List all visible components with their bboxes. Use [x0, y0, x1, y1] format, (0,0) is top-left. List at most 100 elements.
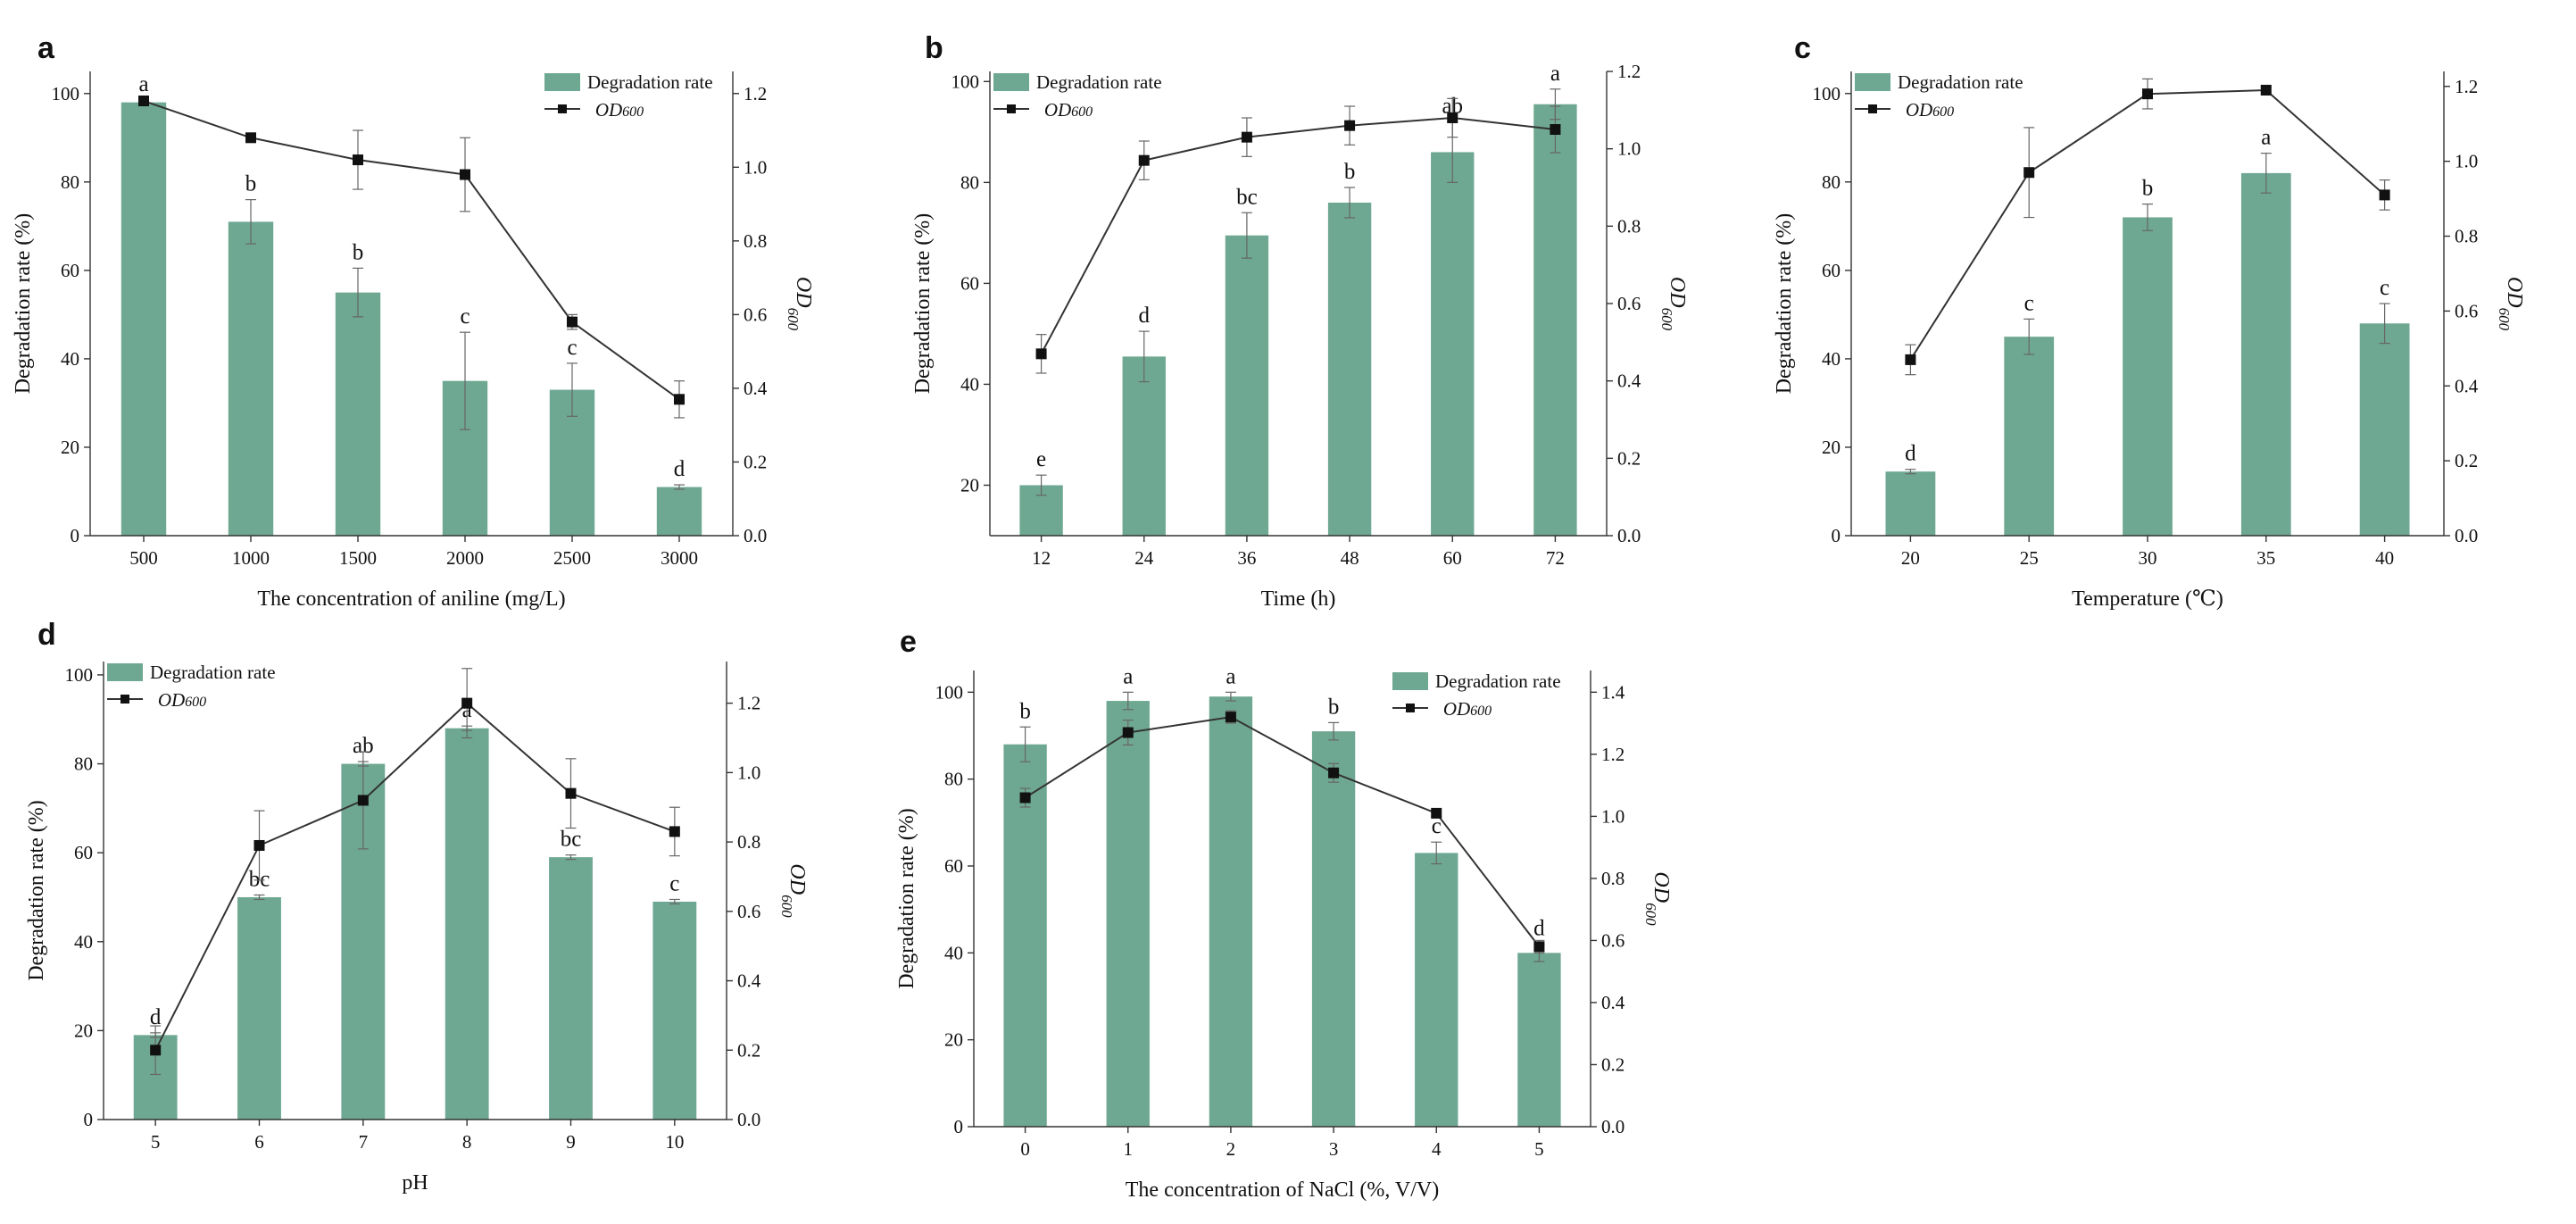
y2-tick-label: 1.2 — [744, 83, 767, 104]
panel-e: eba abcd0204060801000.00.20.40.60.81.01.2… — [895, 625, 1673, 1202]
y2-tick-label: 1.0 — [2455, 151, 2478, 172]
significance-label: b — [1019, 699, 1031, 723]
x-tick-label: 12 — [1032, 547, 1051, 569]
od600-marker — [353, 154, 363, 166]
legend-line-marker — [120, 695, 129, 704]
y-tick-label: 60 — [74, 842, 93, 863]
legend: Degradation rate OD600 — [107, 662, 276, 711]
significance-label: d — [674, 457, 686, 481]
y-tick-label: 60 — [1822, 260, 1841, 281]
panel-letter: b — [925, 31, 943, 65]
significance-label: a — [138, 72, 148, 96]
y-axis-title: Degradation rate (%) — [911, 213, 935, 395]
significance-label: b — [245, 172, 257, 196]
panel-b: bedbcbaba204060801000.00.20.40.60.81.01.… — [911, 31, 1689, 611]
x-tick-label: 25 — [2020, 547, 2039, 569]
panel-letter: a — [37, 31, 55, 65]
bar — [445, 728, 489, 1120]
y-tick-label: 100 — [52, 83, 80, 104]
x-tick-label: 10 — [665, 1131, 684, 1153]
y-tick-label: 20 — [960, 474, 979, 495]
significance-label: b — [1344, 160, 1356, 184]
x-tick-label: 40 — [2375, 547, 2394, 569]
y2-tick-label: 0.2 — [2455, 450, 2478, 471]
significance-label: d — [150, 1005, 162, 1029]
x-tick-label: 8 — [462, 1131, 472, 1153]
bar — [2359, 323, 2410, 536]
y-axis-title: Degradation rate (%) — [12, 213, 35, 395]
y-tick-label: 100 — [65, 664, 94, 686]
od600-marker — [1344, 120, 1356, 131]
y-tick-label: 60 — [61, 260, 79, 281]
significance-label: bc — [1236, 185, 1258, 209]
od600-marker — [2260, 84, 2272, 96]
legend-line-label: OD600 — [158, 689, 206, 711]
x-tick-label: 20 — [1901, 547, 1920, 569]
y2-axis-title: OD600 — [1643, 871, 1674, 926]
legend-bar-swatch — [1855, 73, 1890, 91]
bar — [1327, 202, 1372, 536]
significance-label: c — [1432, 814, 1442, 838]
y-axis-title: Degradation rate (%) — [895, 808, 918, 989]
significance-label: d — [1533, 917, 1545, 941]
y2-tick-label: 0.6 — [737, 901, 760, 922]
y2-tick-label: 0.2 — [1601, 1053, 1625, 1075]
od600-marker — [1035, 348, 1047, 360]
od600-marker — [2023, 167, 2035, 179]
y2-tick-label: 0.6 — [1617, 293, 1641, 314]
bar — [2004, 337, 2055, 536]
y-tick-label: 60 — [960, 272, 979, 294]
x-tick-label: 0 — [1020, 1138, 1030, 1160]
y-tick-label: 80 — [61, 171, 79, 193]
significance-label: c — [460, 304, 469, 329]
y2-tick-label: 0.8 — [1601, 868, 1625, 889]
significance-label: e — [1036, 447, 1046, 471]
significance-label: b — [1328, 695, 1340, 719]
od600-marker — [674, 394, 685, 405]
x-tick-label: 5 — [1534, 1138, 1544, 1160]
od600-line — [154, 702, 676, 1051]
bar — [2123, 217, 2173, 536]
y2-tick-label: 0.0 — [744, 525, 767, 546]
od600-marker — [2379, 189, 2390, 201]
y-tick-label: 40 — [1822, 348, 1841, 370]
x-tick-label: 2500 — [553, 547, 591, 569]
y2-tick-label: 0.0 — [2455, 525, 2478, 546]
bar — [656, 487, 702, 536]
x-tick-label: 24 — [1134, 547, 1154, 569]
bar — [1225, 235, 1269, 536]
bar — [549, 857, 593, 1120]
x-tick-label: 1500 — [339, 547, 377, 569]
y-tick-label: 40 — [61, 348, 79, 370]
y2-tick-label: 0.2 — [737, 1039, 760, 1061]
od600-marker — [253, 839, 265, 851]
y-tick-label: 0 — [84, 1109, 94, 1130]
legend-line-marker — [558, 104, 567, 113]
x-axis-title: Temperature (℃) — [2072, 587, 2223, 611]
legend-bar-swatch — [993, 73, 1029, 91]
y-tick-label: 80 — [1822, 171, 1841, 193]
y-tick-label: 40 — [960, 373, 979, 395]
y2-tick-label: 1.0 — [1601, 805, 1625, 827]
legend-line-marker — [1406, 704, 1415, 712]
legend: Degradation rate OD600 — [993, 71, 1162, 121]
legend: Degradation rate OD600 — [1392, 670, 1561, 720]
x-axis-title: The concentration of aniline (mg/L) — [257, 587, 565, 611]
od600-marker — [1905, 354, 1916, 365]
significance-label: a — [1550, 62, 1560, 86]
panel-letter: c — [1794, 31, 1811, 65]
y2-tick-label: 0.8 — [744, 230, 767, 252]
od600-marker — [1550, 124, 1561, 135]
y2-tick-label: 0.8 — [1617, 215, 1641, 237]
y-tick-label: 0 — [954, 1116, 964, 1137]
od600-marker — [1138, 154, 1150, 166]
y2-tick-label: 0.0 — [1617, 525, 1641, 546]
od600-marker — [460, 169, 470, 180]
od600-line — [1025, 716, 1541, 947]
x-tick-label: 7 — [359, 1131, 369, 1153]
y2-tick-label: 0.8 — [737, 831, 760, 853]
y2-tick-label: 1.2 — [1617, 61, 1641, 82]
od600-marker — [1019, 792, 1031, 804]
bar — [1885, 471, 1936, 536]
bar — [335, 292, 381, 536]
